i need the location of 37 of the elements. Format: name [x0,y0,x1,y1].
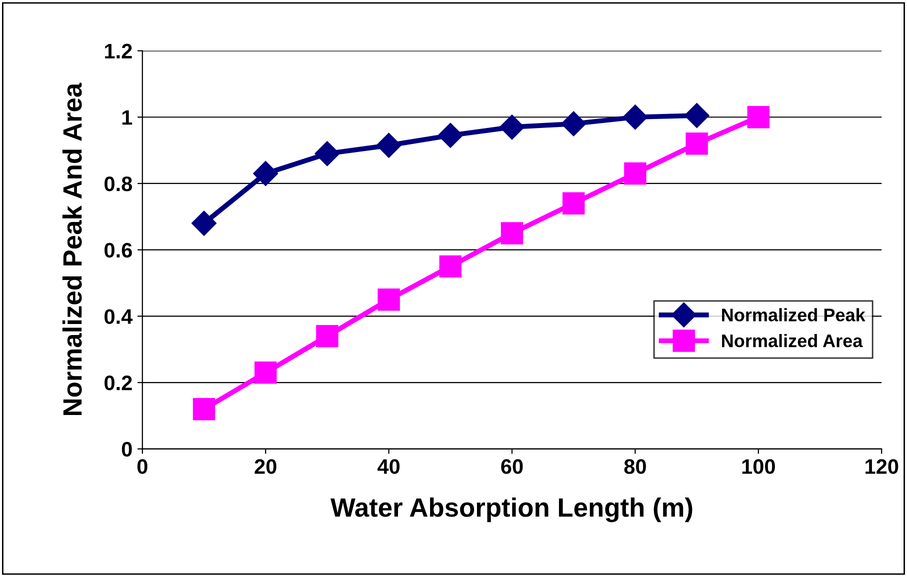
point [439,255,462,278]
x-tick-label: 0 [137,459,148,474]
x-tick-label: 40 [378,459,400,474]
y-axis-title: Normalized Peak And Area [62,82,82,415]
y-tick-label: 0.4 [104,309,133,324]
point [561,111,586,136]
point [686,132,708,155]
point [192,398,216,420]
point [192,210,216,236]
y-tick-label: 0.6 [104,242,132,258]
x-tick-label: 80 [624,459,646,474]
point [314,141,340,166]
x-axis-title: Water Absorption Length (m) [330,497,692,522]
legend-label: Normalized Peak [722,308,866,322]
point [316,324,338,348]
point [376,132,402,158]
x-tick-label: 100 [742,459,775,474]
y-tick-label: 1 [122,110,132,125]
point [562,192,585,215]
legend-label: Normalized Area [722,334,863,348]
x-tick-label: 120 [866,459,898,474]
point [500,222,524,244]
y-tick-label: 0 [122,442,132,457]
y-tick-label: 1.2 [105,44,132,58]
point [622,104,648,130]
x-tick-label: 20 [254,459,276,474]
point [378,288,400,311]
point [254,361,277,384]
y-tick-label: 0.2 [104,376,132,390]
point [253,161,278,186]
point [747,106,770,128]
point [438,122,463,148]
point [684,102,710,128]
point [500,114,524,140]
point [624,162,646,185]
y-tick-label: 0.8 [104,176,132,192]
x-tick-label: 60 [501,459,523,474]
